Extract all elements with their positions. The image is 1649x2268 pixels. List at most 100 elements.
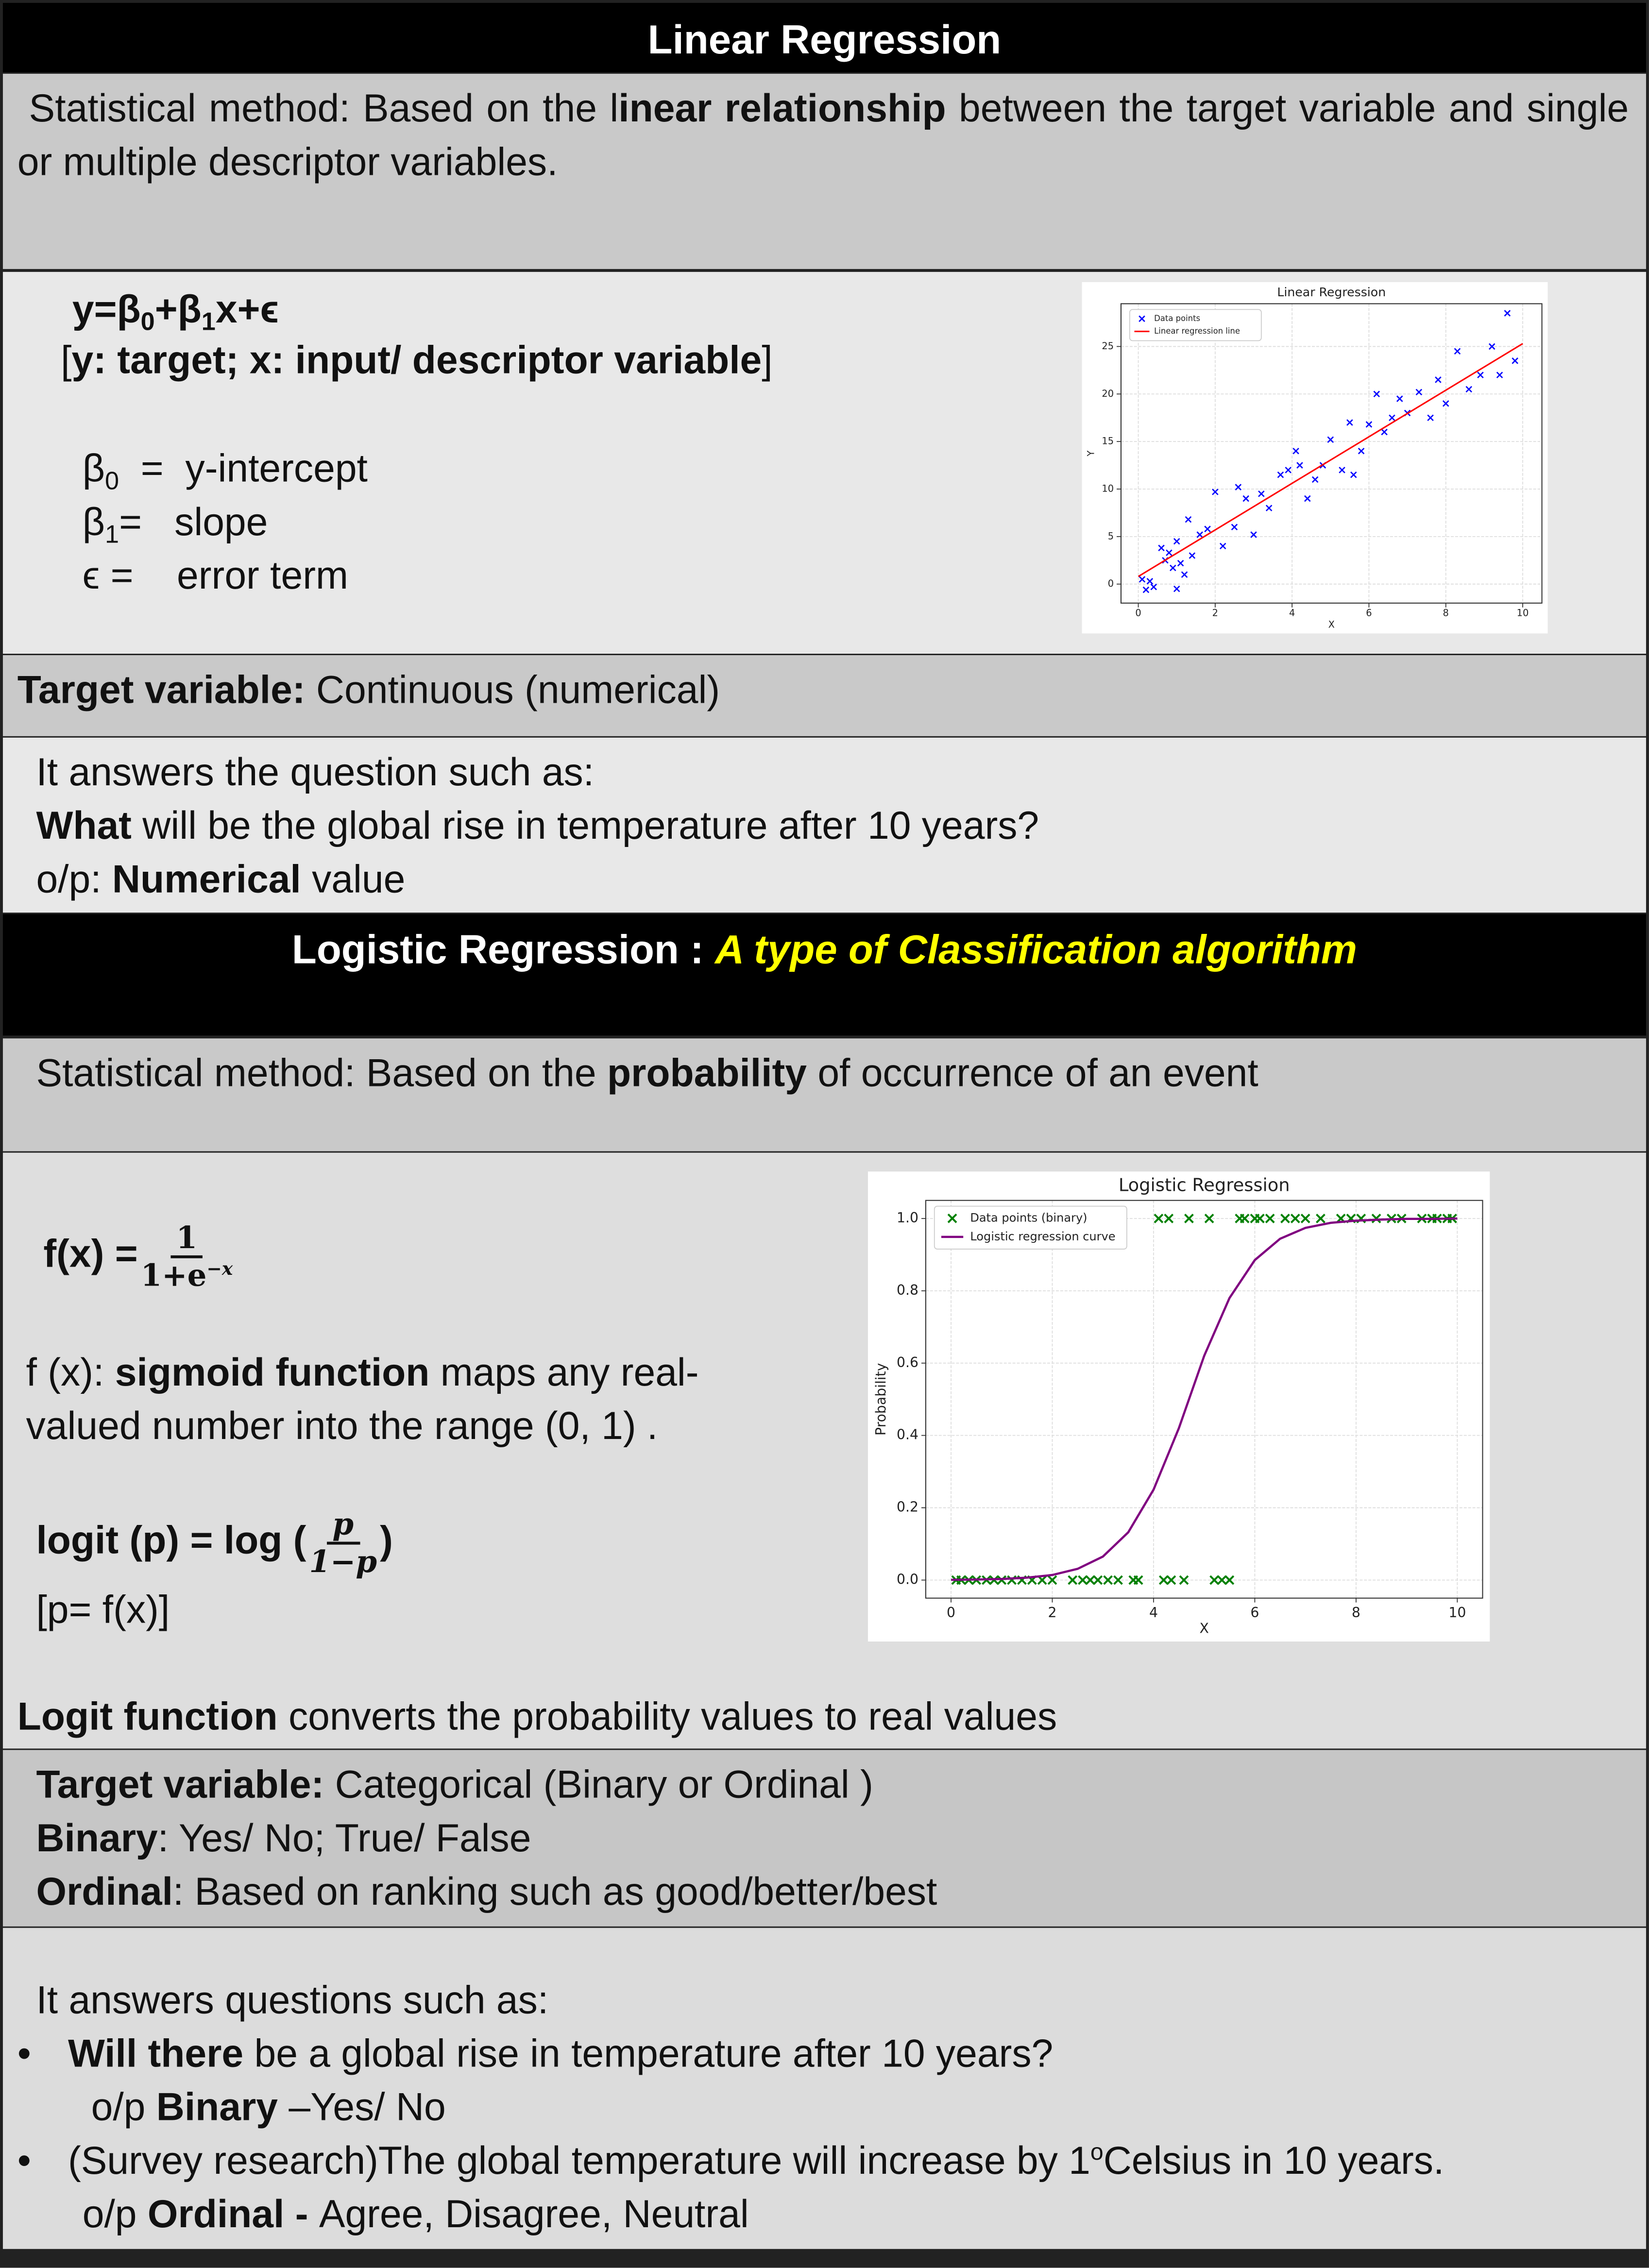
fraction: p 1−p	[309, 1506, 377, 1579]
data-point	[1339, 467, 1345, 474]
data-point	[1184, 1214, 1194, 1223]
y-tick-label: 20	[1102, 388, 1114, 399]
legend-label: Data points	[1154, 314, 1200, 323]
data-point	[1290, 1214, 1300, 1223]
data-point	[1179, 1575, 1189, 1585]
text: x+ϵ	[215, 288, 279, 331]
data-point	[1189, 552, 1196, 559]
exponent: −x	[206, 1257, 233, 1279]
text: Statistical method: Based on the l	[29, 86, 619, 131]
data-point	[1212, 489, 1219, 495]
text: f(x) =	[43, 1232, 138, 1276]
symbol: ϵ	[82, 554, 100, 597]
text: –Yes/ No	[278, 2085, 446, 2129]
eq: =	[119, 500, 142, 544]
bold-text: Numerical	[112, 857, 301, 901]
data-point	[1304, 495, 1311, 502]
x-tick-label: 10	[1517, 608, 1529, 619]
intro-box: Statistical method: Based on the probabi…	[2, 1038, 1646, 1151]
data-point	[1173, 585, 1180, 592]
intro-box: Statistical method: Based on the linear …	[2, 73, 1646, 269]
data-point	[1300, 1214, 1310, 1223]
formula-box: y=β0+β1x+ϵ [y: target; x: input/ descrip…	[2, 271, 1646, 654]
text: Continuous (numerical)	[305, 668, 720, 712]
bold-text: inear relationship	[618, 86, 946, 131]
data-point	[1204, 1214, 1214, 1223]
data-point	[1158, 544, 1165, 552]
text: Agree, Disagree, Neutral	[319, 2192, 749, 2236]
data-point	[1068, 1575, 1078, 1585]
data-point	[1296, 462, 1303, 469]
bold-text: Binary	[156, 2085, 278, 2129]
bold-text: Ordinal -	[147, 2192, 319, 2236]
data-point	[1078, 1575, 1088, 1585]
bullet: •	[17, 2139, 31, 2183]
y-tick-label: 0.6	[897, 1354, 918, 1371]
data-point	[1255, 1214, 1265, 1223]
data-point	[1154, 1214, 1164, 1223]
bold-text: Binary	[36, 1816, 158, 1860]
x-tick-label: 0	[947, 1605, 955, 1621]
numerator: p	[326, 1506, 360, 1545]
data-point	[1219, 542, 1226, 550]
output: o/p: Numerical value	[36, 853, 405, 907]
target: Target variable: Categorical (Binary or …	[36, 1759, 873, 1812]
data-point	[1142, 586, 1150, 593]
y-tick-label: 5	[1108, 530, 1114, 542]
superscript: o	[1090, 2139, 1104, 2166]
text: o/p	[82, 2192, 148, 2236]
y-tick-label: 0.0	[897, 1571, 918, 1587]
legend-marker	[947, 1213, 957, 1223]
x-tick-label: 10	[1448, 1605, 1466, 1621]
text: o/p	[91, 2085, 156, 2129]
text: 1+e	[140, 1256, 207, 1293]
data-point	[1465, 386, 1472, 393]
denominator: 1−p	[309, 1543, 377, 1579]
output: o/p Binary –Yes/ No	[91, 2081, 446, 2134]
data-point	[1292, 447, 1299, 455]
y-tick-label: 0	[1108, 578, 1114, 589]
x-tick-label: 4	[1289, 608, 1295, 619]
numerator: 1	[170, 1220, 204, 1258]
section-title: Logistic Regression : A type of Classifi…	[2, 914, 1646, 1036]
subscript: 0	[140, 307, 155, 336]
legend-label: Logistic regression curve	[970, 1230, 1115, 1243]
subscript: 1	[104, 519, 119, 549]
text: between the target variable and single o…	[17, 86, 1629, 184]
x-tick-label: 8	[1352, 1605, 1360, 1621]
data-point	[1093, 1575, 1103, 1585]
symbol: β	[82, 500, 105, 544]
y-tick-label: 1.0	[897, 1210, 918, 1226]
data-point	[1150, 583, 1157, 591]
y-tick-label: 25	[1102, 340, 1114, 352]
legend-label: Data points (binary)	[970, 1211, 1087, 1225]
text: ]	[762, 338, 773, 382]
data-point	[1240, 1214, 1250, 1223]
data-point	[1277, 471, 1284, 478]
data-point	[1139, 576, 1146, 583]
text: [	[61, 338, 72, 382]
text: +β	[154, 288, 202, 331]
chart: 0 2 4 6 8 10 0 5 10 15 20 25 Linear Regression X Y Data…	[1082, 282, 1548, 634]
data-point	[1442, 400, 1449, 407]
regression-line	[951, 1217, 1458, 1581]
symbol: β	[82, 447, 105, 491]
y-tick-label: 0.4	[897, 1427, 918, 1443]
text: converts the probability values to real …	[277, 1695, 1057, 1739]
eq: =	[140, 447, 164, 491]
data-point	[1103, 1575, 1113, 1585]
data-point	[1242, 495, 1249, 502]
text: : Based on ranking such as good/better/b…	[172, 1870, 937, 1913]
bullet: •	[17, 2032, 31, 2076]
bold-text: y: target; x: input/ descriptor variable	[71, 338, 762, 382]
y-axis-label: Y	[1085, 451, 1096, 457]
bold-text: What	[36, 804, 132, 848]
data-point	[1365, 421, 1373, 428]
text: be a global rise in temperature after 10…	[243, 2032, 1054, 2076]
data-point	[1209, 1575, 1219, 1585]
text: o/p:	[36, 857, 112, 901]
data-point	[1258, 491, 1265, 497]
data-point	[1371, 1214, 1381, 1223]
text: Statistical method: Based on the	[36, 1051, 607, 1095]
